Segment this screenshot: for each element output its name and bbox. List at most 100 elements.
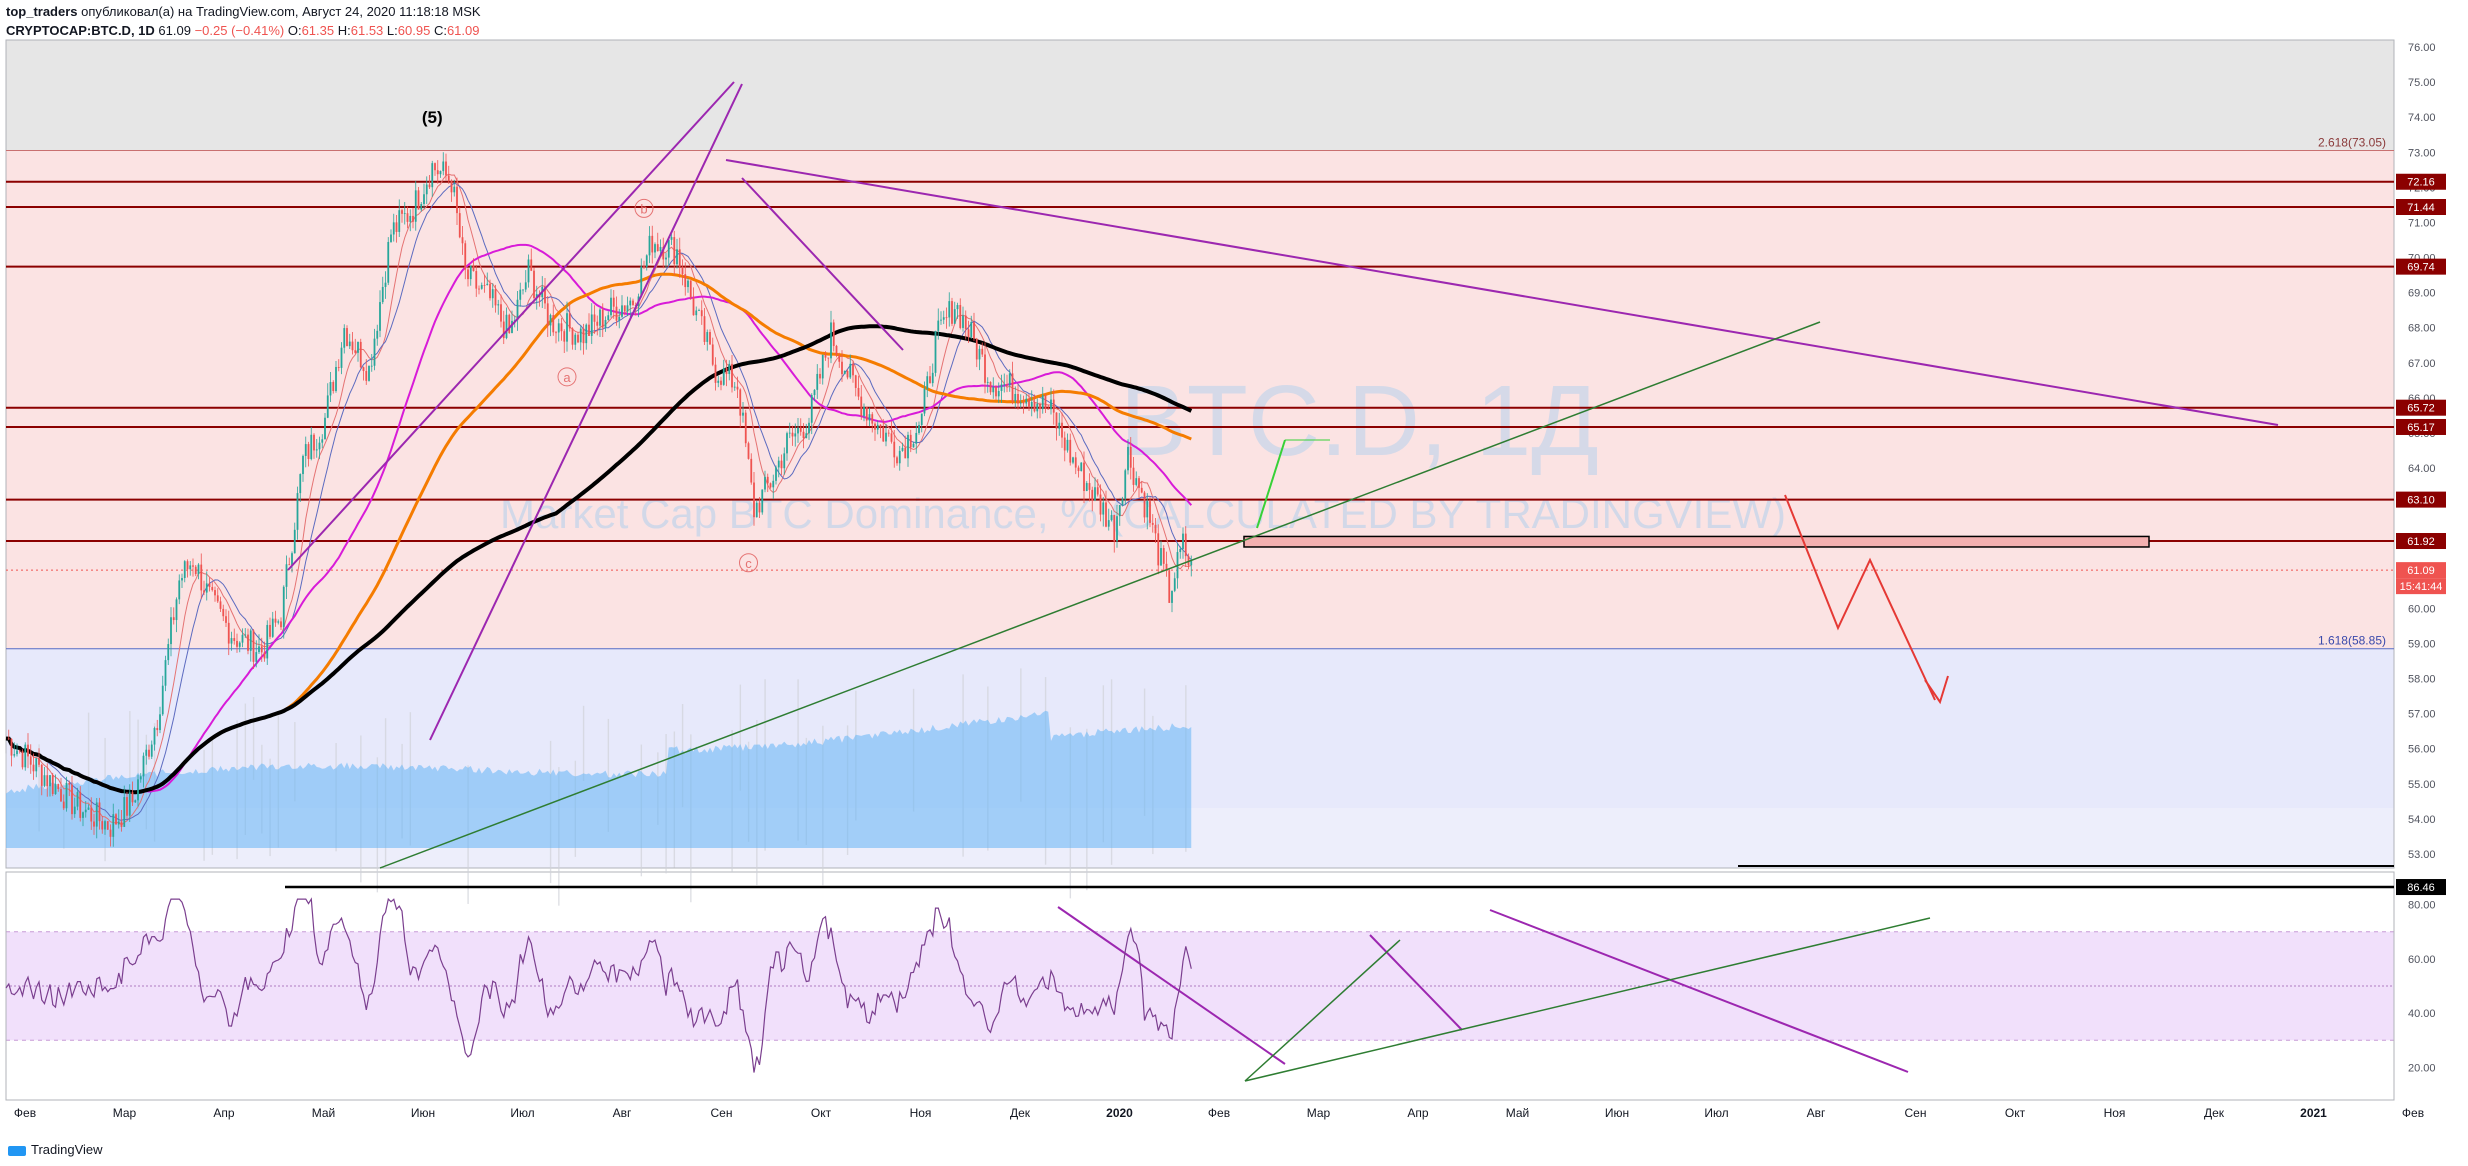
candle-body [469, 265, 472, 280]
wave-label: a [563, 370, 571, 385]
candle-body [219, 601, 222, 609]
candle-body [896, 457, 898, 464]
candle-body [263, 652, 266, 659]
candle-body [1099, 494, 1102, 515]
candle-body [909, 434, 912, 448]
candle-body [533, 270, 535, 298]
open-value: 61.35 [301, 23, 335, 38]
wave-label: c [745, 556, 752, 571]
candle-body [390, 234, 392, 242]
candle-body [783, 453, 786, 469]
candle-body [887, 432, 890, 434]
candle-body [1127, 446, 1129, 471]
candle-body [150, 744, 153, 757]
author-name[interactable]: top_traders [6, 4, 78, 19]
candle-body [194, 566, 197, 575]
candle-body [508, 314, 511, 333]
candle-body [733, 386, 736, 388]
wave-label: b [640, 201, 647, 216]
candle-body [1160, 548, 1162, 566]
candle-body [816, 373, 819, 390]
x-tick-label: Ноя [2104, 1106, 2126, 1120]
candle-body [731, 363, 733, 388]
candle-body [621, 305, 623, 317]
candle-body [43, 775, 46, 786]
candle-body [304, 444, 307, 456]
candle-body [557, 323, 560, 333]
candle-body [456, 186, 458, 214]
candle-body [161, 685, 164, 715]
candle-body [951, 301, 953, 324]
candle-body [775, 467, 777, 481]
candle-body [247, 634, 249, 651]
candle-body [381, 286, 384, 303]
candle-body [750, 458, 753, 483]
candle-body [370, 365, 373, 367]
candle-body [148, 749, 150, 757]
y-tick-label: 73.00 [2408, 147, 2436, 159]
volume-spike [607, 718, 610, 832]
candle-body [442, 161, 445, 172]
candle-body [725, 367, 728, 375]
candle-body [332, 382, 335, 392]
candle-body [1094, 487, 1096, 501]
candle-body [447, 175, 450, 181]
candle-body [651, 235, 654, 253]
candle-body [123, 797, 126, 827]
candle-body [282, 586, 285, 628]
fib-label: 2.618(73.05) [2318, 136, 2386, 150]
candle-body [546, 303, 549, 326]
candle-body [483, 285, 486, 286]
candle-body [794, 433, 797, 437]
x-tick-label: Окт [811, 1106, 832, 1120]
candle-body [277, 621, 280, 623]
zone-pink [6, 150, 2394, 648]
y-tick-label: 74.00 [2408, 112, 2436, 124]
candle-body [368, 365, 370, 381]
candle-body [808, 422, 810, 434]
candle-body [764, 476, 766, 490]
candle-body [571, 328, 574, 345]
ma-200-line [5, 324, 1193, 795]
candle-body [799, 427, 802, 432]
candle-body [95, 802, 98, 827]
candle-body [255, 652, 258, 662]
ma-50-line [5, 243, 1193, 794]
candle-body [348, 341, 351, 347]
y-tick-label: 75.00 [2408, 77, 2436, 89]
symbol-label[interactable]: CRYPTOCAP:BTC.D, 1D [6, 23, 155, 38]
candle-body [1077, 467, 1080, 472]
candle-body [310, 434, 313, 460]
y-tick-label: 57.00 [2408, 709, 2436, 721]
candle-body [827, 357, 830, 359]
candle-body [788, 432, 791, 434]
candle-body [843, 370, 846, 375]
candle-body [46, 775, 49, 787]
candle-body [1028, 398, 1030, 407]
candle-body [167, 644, 170, 661]
volume-spike [38, 744, 40, 832]
candle-body [354, 350, 357, 353]
candle-body [563, 331, 566, 342]
candle-body [920, 413, 923, 425]
candle-body [937, 320, 940, 331]
candle-body [40, 764, 43, 786]
main-pane-border [5, 39, 2395, 869]
y-tick-label: 53.00 [2408, 849, 2436, 861]
candle-body [1039, 403, 1041, 410]
candle-body [865, 406, 868, 421]
candle-body [849, 363, 852, 378]
candle-body [307, 444, 310, 460]
candle-body [478, 288, 480, 290]
tradingview-logo[interactable]: TradingView [8, 1142, 103, 1157]
candle-body [926, 376, 929, 389]
candle-body [612, 297, 615, 307]
candle-body [428, 184, 431, 188]
candle-body [1088, 483, 1091, 490]
candle-body [1116, 516, 1118, 542]
candle-body [376, 330, 379, 339]
candle-body [35, 758, 38, 772]
candle-body [1080, 462, 1083, 472]
green-swing-line [1256, 439, 1286, 529]
